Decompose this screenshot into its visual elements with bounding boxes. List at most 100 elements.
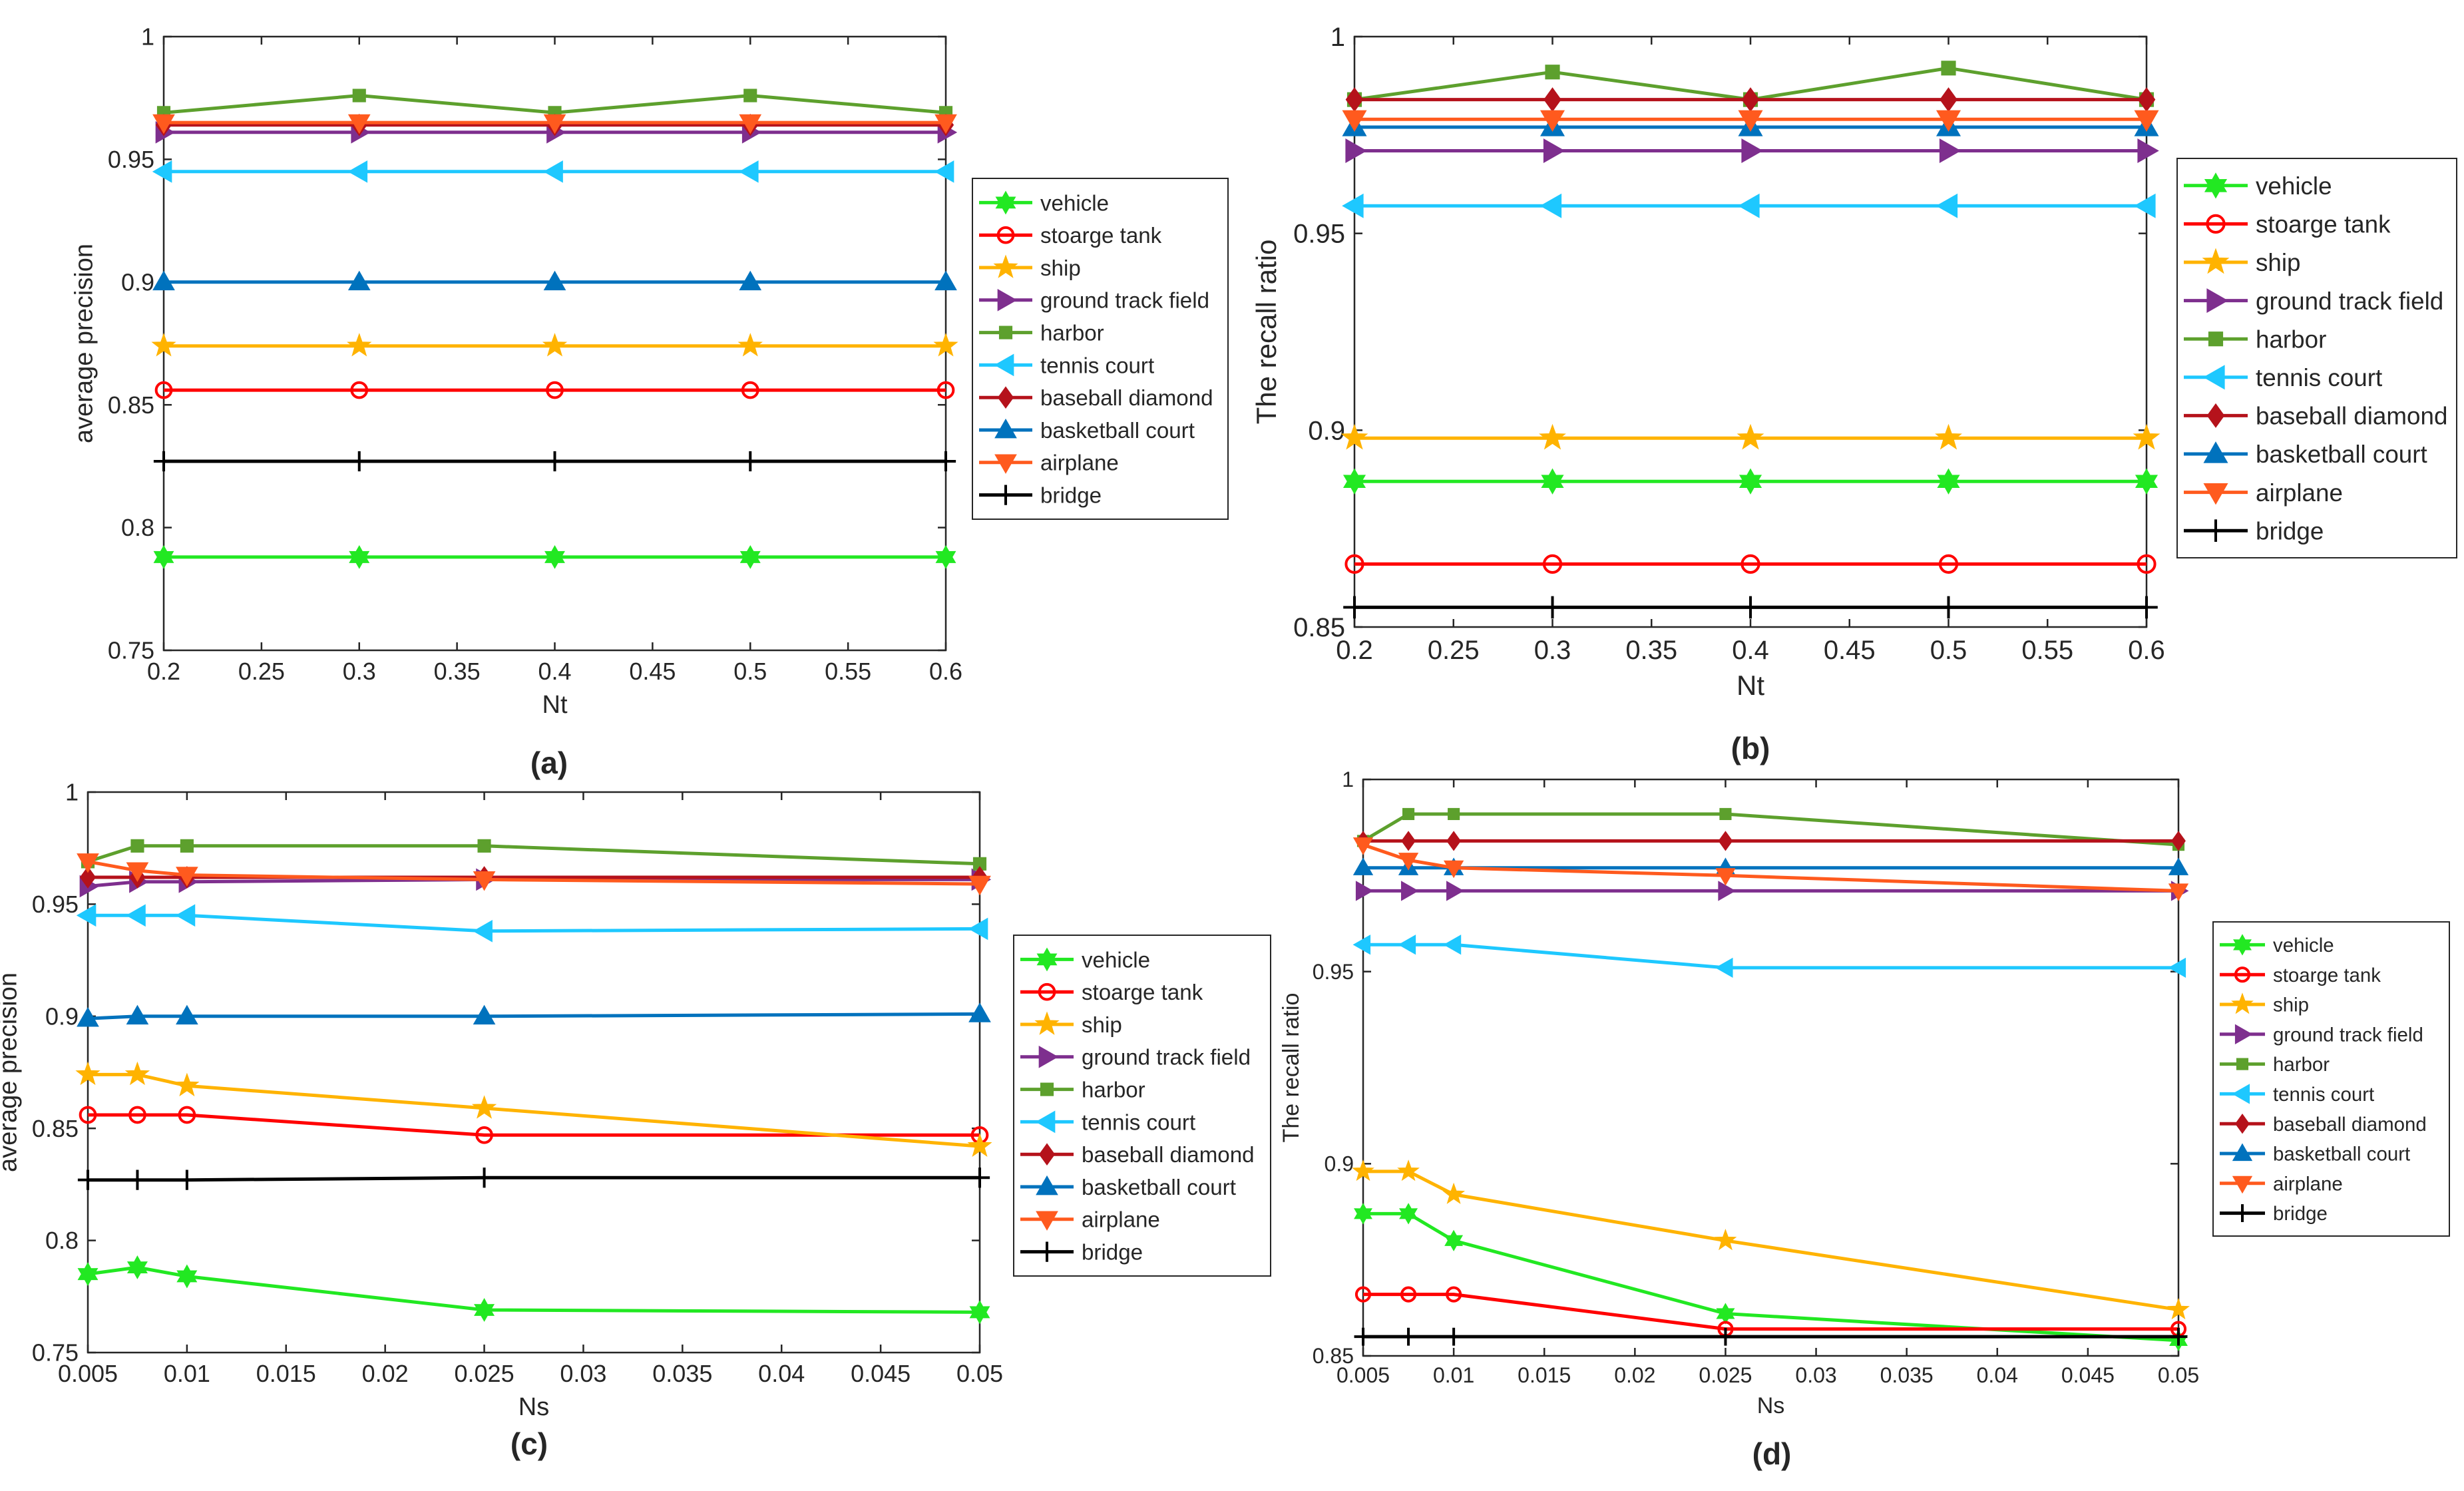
legend-item-baseball-diamond: baseball diamond: [2220, 1114, 2427, 1136]
data-point: [153, 544, 174, 569]
legend-swatch-marker: [1036, 1175, 1058, 1195]
legend-item-bridge: bridge: [2220, 1203, 2328, 1225]
legend-label: harbor: [1040, 321, 1104, 345]
legend-label: vehicle: [1040, 191, 1109, 216]
legend-item-airplane: airplane: [1020, 1208, 1160, 1233]
data-point: [126, 1004, 149, 1025]
data-point: [180, 839, 194, 853]
series-tennis-court: [1352, 935, 2186, 978]
data-point: [174, 1072, 200, 1097]
legend-swatch-marker: [997, 386, 1014, 409]
x-tick-label: 0.005: [58, 1360, 118, 1387]
legend-label: baseball diamond: [2256, 403, 2447, 430]
data-point: [2135, 468, 2158, 495]
y-tick-label: 0.8: [45, 1227, 79, 1254]
data-point: [1540, 110, 1565, 132]
data-point: [1401, 831, 1416, 851]
series-line: [88, 1113, 980, 1137]
series-ship: [151, 333, 958, 357]
data-point: [1402, 807, 1415, 821]
data-point: [1540, 193, 1562, 218]
y-tick-label: 0.95: [32, 891, 79, 918]
data-point: [130, 839, 144, 853]
data-point: [1345, 138, 1367, 164]
data-point: [1400, 881, 1419, 901]
data-point: [1718, 881, 1736, 901]
y-tick-label: 1: [65, 779, 79, 806]
legend-swatch-marker: [2231, 992, 2254, 1014]
x-tick-label: 0.3: [1534, 636, 1571, 665]
data-point: [2168, 883, 2189, 901]
panel-label: (d): [1752, 1436, 1792, 1471]
legend-swatch-marker: [2203, 441, 2228, 463]
legend-swatch-marker: [994, 418, 1017, 439]
data-point: [1715, 868, 1736, 886]
legend-item-bridge: bridge: [1020, 1240, 1143, 1265]
series-airplane: [1352, 837, 2189, 901]
x-tick-label: 0.25: [1428, 636, 1480, 665]
x-tick-label: 0.55: [825, 658, 871, 685]
legend-swatch-marker: [995, 485, 1016, 505]
series-ship: [1340, 423, 2160, 450]
series-baseball-diamond: [1345, 87, 2156, 112]
panel-c: 0.005 0.01 0.015 0.02 0.025 0.03 0.035 0.04 0.04…: [0, 779, 1271, 1461]
legend-item-harbor: harbor: [979, 321, 1104, 345]
data-point: [128, 1106, 146, 1124]
data-point: [1937, 468, 1960, 495]
legend-label: baseball diamond: [2273, 1114, 2427, 1136]
data-point: [1446, 831, 1462, 851]
legend-swatch-marker: [2235, 1114, 2250, 1134]
data-point: [79, 866, 97, 889]
data-point: [542, 333, 568, 357]
y-axis-label: The recall ratio: [1251, 240, 1282, 425]
series-bridge: [77, 1168, 990, 1190]
data-point: [543, 160, 563, 183]
data-point: [1443, 860, 1464, 879]
data-point: [935, 451, 956, 472]
data-point: [1542, 554, 1563, 574]
legend-swatch-marker: [1036, 947, 1058, 972]
data-point: [477, 839, 491, 853]
data-point: [2169, 1327, 2188, 1346]
data-point: [739, 544, 761, 569]
legend-swatch-marker: [2236, 1058, 2249, 1070]
legend-item-ground-track-field: ground track field: [2220, 1024, 2423, 1046]
data-point: [126, 904, 146, 927]
y-tick-label: 0.8: [121, 514, 154, 541]
x-tick-label: 0.2: [147, 658, 180, 685]
x-axis-label: Nt: [1737, 670, 1764, 701]
legend-label: ship: [2256, 249, 2301, 276]
data-point: [77, 1170, 99, 1190]
y-tick-label: 0.85: [1313, 1344, 1354, 1368]
legend-swatch-marker: [1036, 1241, 1058, 1262]
data-point: [474, 1298, 495, 1322]
y-axis-label: The recall ratio: [1279, 993, 1304, 1143]
data-point: [934, 114, 957, 134]
legend-label: airplane: [1082, 1208, 1160, 1233]
y-tick-label: 0.95: [108, 146, 154, 173]
data-point: [151, 333, 176, 357]
data-point: [1936, 110, 1961, 132]
legend-swatch-marker: [2204, 172, 2228, 199]
x-tick-label: 0.015: [1518, 1363, 1571, 1387]
legend-label: ground track field: [1082, 1046, 1251, 1070]
x-tick-label: 0.015: [256, 1360, 316, 1387]
data-point: [127, 1170, 148, 1190]
legend-label: harbor: [1082, 1078, 1145, 1102]
series-ground-track-field: [1345, 138, 2159, 164]
data-point: [1355, 881, 1374, 901]
data-point: [546, 381, 564, 399]
data-point: [1352, 837, 1374, 855]
data-point: [936, 381, 955, 399]
legend-swatch-marker: [2203, 483, 2228, 505]
legend-item-stoarge-tank: stoarge tank: [1020, 980, 1203, 1005]
x-tick-label: 0.03: [1795, 1363, 1836, 1387]
data-point: [1741, 554, 1760, 574]
data-point: [1354, 1203, 1372, 1225]
data-point: [1715, 957, 1733, 978]
y-axis-label: average precision: [0, 972, 22, 1172]
data-point: [2168, 857, 2189, 875]
data-point: [473, 919, 493, 943]
legend-swatch-marker: [2233, 1204, 2252, 1223]
